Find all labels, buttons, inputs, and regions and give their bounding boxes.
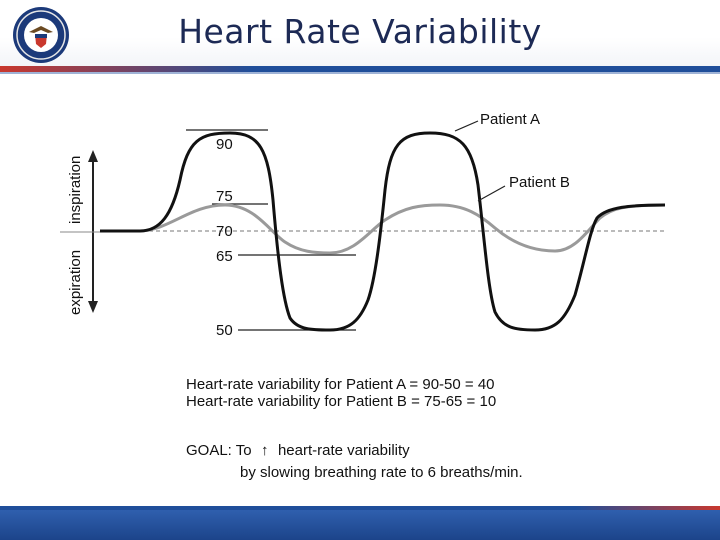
goal-statement: GOAL: To ↑ heart-rate variability by slo… <box>186 440 523 484</box>
patient-a-label: Patient A <box>480 111 540 128</box>
header-stripe <box>0 66 720 72</box>
level-label-90: 90 <box>216 136 233 153</box>
slide-header <box>0 0 720 68</box>
goal-line-2: by slowing breathing rate to 6 breaths/m… <box>240 464 523 481</box>
goal-prefix: GOAL: To <box>186 442 252 459</box>
arrow-down-icon <box>88 301 98 313</box>
footer-stripe <box>0 506 720 510</box>
goal-suffix: heart-rate variability <box>277 442 410 459</box>
slide-title: Heart Rate Variability <box>178 12 542 51</box>
patient-b-curve <box>100 203 666 255</box>
patient-b-pointer <box>477 185 506 202</box>
level-label-50: 50 <box>216 322 233 339</box>
increase-arrow-icon: ↑ <box>261 442 269 459</box>
hrv-diagram: inspiration expiration 90 75 70 65 50 Pa… <box>60 111 666 339</box>
level-label-65: 65 <box>216 248 233 265</box>
patient-a-curve <box>100 131 666 332</box>
level-label-75: 75 <box>216 188 233 205</box>
slide-footer <box>0 510 720 540</box>
patient-b-label: Patient B <box>509 174 570 191</box>
department-seal-icon <box>13 7 69 63</box>
level-label-70: 70 <box>216 223 233 240</box>
note-patient-a: Heart-rate variability for Patient A = 9… <box>186 376 495 393</box>
patient-a-pointer <box>454 120 479 132</box>
arrow-up-icon <box>88 150 98 162</box>
inspiration-label: inspiration <box>67 156 84 224</box>
goal-line-1: GOAL: To ↑ heart-rate variability <box>186 440 523 462</box>
expiration-label: expiration <box>67 250 84 315</box>
note-patient-b: Heart-rate variability for Patient B = 7… <box>186 393 497 410</box>
variability-notes: Heart-rate variability for Patient A = 9… <box>186 376 496 410</box>
header-substripe <box>0 72 720 74</box>
